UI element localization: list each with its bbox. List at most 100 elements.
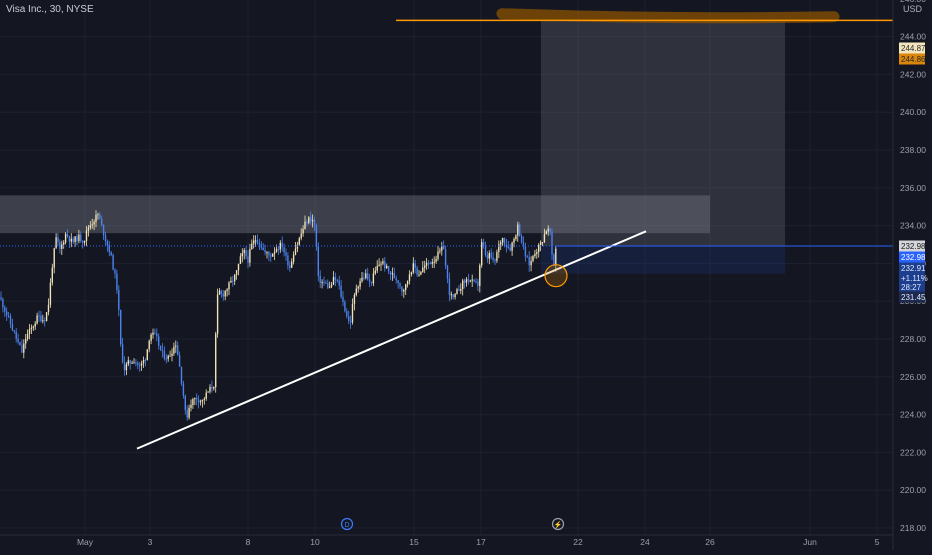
candle-body bbox=[359, 281, 361, 287]
candle-body bbox=[538, 244, 540, 253]
candle-body bbox=[501, 237, 504, 243]
candle-body bbox=[325, 282, 327, 284]
event-icon-symbol: ⚡ bbox=[554, 520, 563, 529]
candle-body bbox=[395, 278, 397, 281]
candle-body bbox=[452, 294, 454, 298]
price-tick-label: 246.00 bbox=[900, 0, 926, 4]
candle-body bbox=[272, 253, 274, 257]
candle-body bbox=[249, 249, 251, 263]
candle-body bbox=[372, 273, 375, 284]
candle-body bbox=[435, 258, 437, 262]
candle-body bbox=[418, 274, 420, 276]
price-label-bg bbox=[899, 272, 925, 284]
candle-body bbox=[315, 225, 318, 247]
candle-body bbox=[89, 225, 91, 228]
candle-body bbox=[13, 330, 15, 332]
price-label: 231.45 bbox=[901, 293, 926, 302]
candle-body bbox=[410, 272, 413, 275]
candle-body bbox=[169, 355, 171, 357]
candle-body bbox=[133, 362, 135, 364]
candle-body bbox=[83, 240, 86, 243]
candle-body bbox=[300, 233, 302, 239]
time-tick-label: May bbox=[77, 537, 94, 547]
candle-body bbox=[463, 280, 466, 283]
candle-body bbox=[53, 248, 55, 268]
price-tick-label: 224.00 bbox=[900, 410, 926, 420]
candle-body bbox=[34, 323, 36, 327]
candle-body bbox=[378, 264, 380, 266]
candle-body bbox=[118, 289, 120, 310]
candle-body bbox=[275, 249, 278, 252]
candle-body bbox=[283, 247, 285, 253]
candle-body bbox=[522, 242, 525, 246]
candle-body bbox=[2, 298, 4, 308]
candle-body bbox=[357, 286, 359, 289]
candle-body bbox=[91, 224, 93, 226]
candle-body bbox=[74, 236, 76, 243]
candle-body bbox=[215, 333, 217, 388]
candle-body bbox=[21, 345, 23, 353]
candle-body bbox=[23, 343, 25, 353]
candle-body bbox=[4, 307, 6, 312]
price-labels: 244.87 244.86 232.98 232.98 232.91+1.11%28:2… bbox=[899, 42, 928, 303]
time-tick-label: 5 bbox=[875, 537, 880, 547]
candle-body bbox=[386, 265, 388, 269]
candle-body bbox=[391, 273, 394, 275]
candle-body bbox=[108, 245, 110, 253]
event-icon-ring[interactable] bbox=[551, 517, 565, 531]
candle-body bbox=[313, 219, 316, 226]
candle-body bbox=[393, 273, 395, 279]
candle-body bbox=[490, 253, 492, 258]
price-label-bg bbox=[899, 53, 925, 65]
price-tick-label: 218.00 bbox=[900, 523, 926, 533]
event-icons[interactable]: D ⚡ bbox=[340, 517, 565, 531]
candle-body bbox=[44, 320, 46, 322]
price-tick-label: 226.00 bbox=[900, 372, 926, 382]
candle-body bbox=[304, 221, 306, 229]
candle-body bbox=[503, 237, 506, 245]
event-icon-ring[interactable] bbox=[340, 517, 354, 531]
candle-body bbox=[196, 397, 198, 400]
brush-highlight[interactable] bbox=[496, 8, 840, 24]
candle-body bbox=[429, 263, 432, 265]
candle-body bbox=[156, 333, 158, 337]
candle-body bbox=[543, 234, 546, 243]
candle-body bbox=[317, 246, 319, 276]
candle-body bbox=[144, 359, 147, 361]
candle-body bbox=[462, 280, 464, 289]
candle-body bbox=[154, 332, 156, 334]
candle-body bbox=[66, 234, 69, 237]
time-tick-label: 3 bbox=[148, 537, 153, 547]
candle-body bbox=[201, 399, 204, 402]
time-axis[interactable]: May 3 8 10 15 17 22 24 26 Jun 5 bbox=[0, 534, 893, 547]
candle-body bbox=[110, 252, 112, 255]
candle-body bbox=[414, 263, 416, 268]
candle-body bbox=[387, 265, 390, 272]
candle-body bbox=[6, 311, 8, 316]
trendline[interactable] bbox=[136, 230, 647, 450]
candle-body bbox=[235, 270, 238, 275]
price-tick-label: 242.00 bbox=[900, 69, 926, 79]
time-tick-label: 10 bbox=[310, 537, 320, 547]
candle-body bbox=[127, 360, 129, 365]
candle-body bbox=[0, 297, 2, 299]
price-label-bg bbox=[899, 262, 925, 274]
candle-body bbox=[289, 265, 291, 268]
touch-circle[interactable] bbox=[544, 264, 568, 288]
candle-body bbox=[536, 252, 538, 254]
candle-body bbox=[334, 277, 337, 280]
price-tick-label: 220.00 bbox=[900, 485, 926, 495]
zones bbox=[0, 20, 785, 274]
price-label: 244.87 bbox=[901, 44, 926, 53]
candle-body bbox=[163, 351, 166, 359]
candle-body bbox=[541, 242, 544, 244]
candle-body bbox=[484, 246, 487, 256]
candle-body bbox=[32, 326, 34, 328]
candle-body bbox=[93, 221, 95, 225]
price-label: +1.11% bbox=[901, 274, 928, 283]
candle-body bbox=[243, 250, 245, 254]
candle-body bbox=[213, 387, 215, 389]
price-tick-label: 236.00 bbox=[900, 183, 926, 193]
